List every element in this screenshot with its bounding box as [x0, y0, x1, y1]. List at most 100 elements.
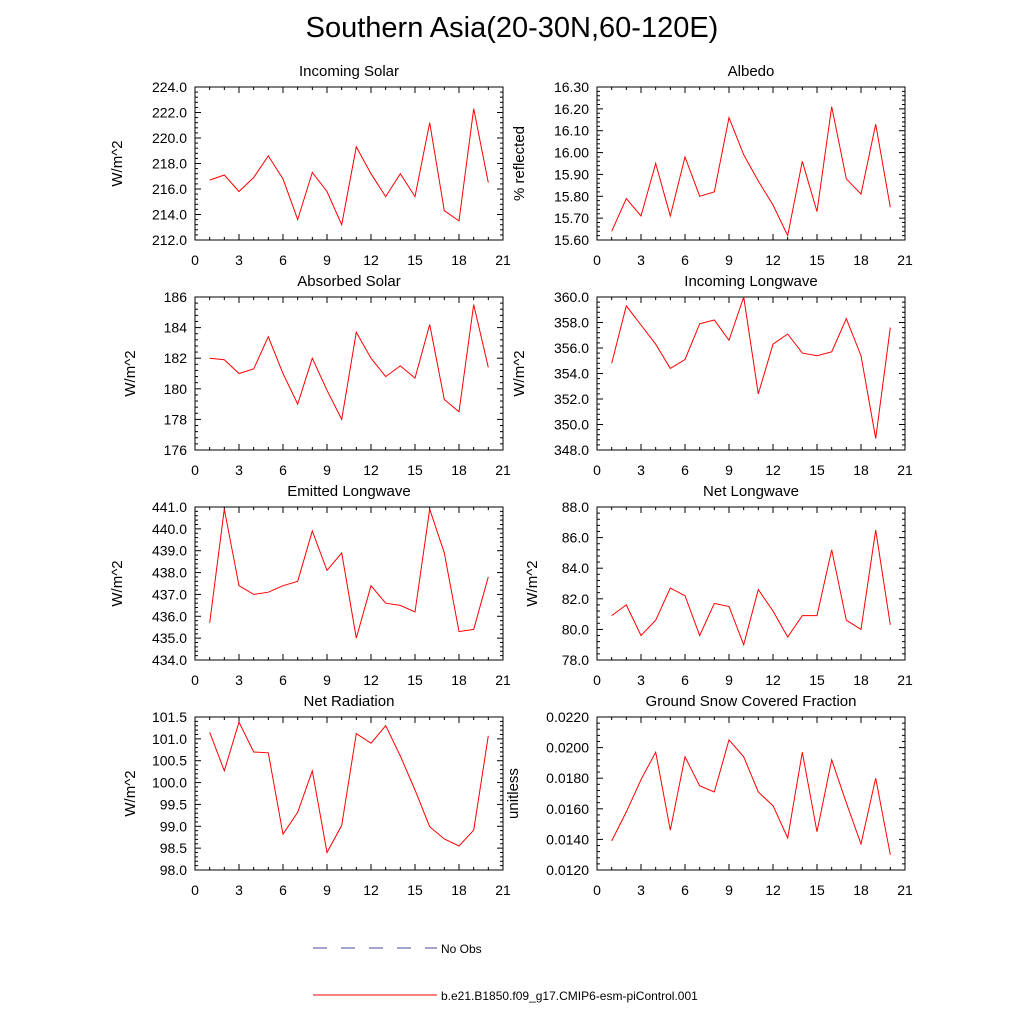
- y-tick-label: 438.0: [152, 565, 187, 581]
- y-tick-label: 88.0: [562, 499, 589, 515]
- x-tick-label: 9: [323, 462, 331, 478]
- x-tick-label: 12: [363, 882, 379, 898]
- chart-title: Net Radiation: [304, 693, 395, 710]
- y-tick-label: 440.0: [152, 521, 187, 537]
- chart-panel-3: Absorbed Solar 0 3 6 9 12 15 18 21 176 178 180 182 18…: [122, 273, 511, 478]
- y-tick-label: 176: [164, 442, 188, 458]
- x-tick-label: 18: [853, 252, 869, 268]
- y-axis-label: W/m^2: [122, 770, 139, 816]
- chart-panel-5: Emitted Longwave 0 3 6 9 12 15 18 21 434.0 435.0 43…: [109, 483, 511, 688]
- x-tick-label: 18: [853, 462, 869, 478]
- x-tick-label: 21: [495, 882, 511, 898]
- x-tick-label: 6: [681, 882, 689, 898]
- chart-panel-1: Incoming Solar 0 3 6 9 12 15 18 21 212.0 214.0 216.…: [109, 63, 511, 268]
- y-tick-label: 352.0: [554, 391, 589, 407]
- x-tick-label: 21: [495, 672, 511, 688]
- y-tick-label: 15.70: [554, 210, 589, 226]
- series-line: [209, 720, 489, 854]
- y-axis-label: W/m^2: [511, 350, 528, 396]
- x-tick-label: 18: [451, 252, 467, 268]
- x-tick-label: 0: [593, 462, 601, 478]
- y-tick-label: 434.0: [152, 652, 187, 668]
- x-tick-label: 9: [725, 462, 733, 478]
- y-tick-label: 98.5: [160, 840, 187, 856]
- y-tick-label: 212.0: [152, 232, 187, 248]
- chart-panel-6: Net Longwave 0 3 6 9 12 15 18 21 78.0 80.0 82.0 84.0…: [524, 483, 913, 688]
- page-title: Southern Asia(20-30N,60-120E): [305, 12, 719, 44]
- y-tick-label: 84.0: [562, 560, 589, 576]
- x-tick-label: 12: [765, 252, 781, 268]
- x-tick-label: 3: [637, 882, 645, 898]
- y-tick-label: 350.0: [554, 417, 589, 433]
- y-tick-label: 15.60: [554, 232, 589, 248]
- plot-frame: [596, 506, 906, 661]
- x-tick-label: 3: [235, 462, 243, 478]
- y-axis-label: % reflected: [511, 126, 528, 201]
- series-line: [209, 108, 489, 227]
- x-tick-label: 21: [495, 462, 511, 478]
- x-tick-label: 9: [725, 672, 733, 688]
- x-tick-label: 0: [593, 252, 601, 268]
- x-tick-label: 0: [191, 252, 199, 268]
- y-tick-label: 182: [164, 350, 188, 366]
- x-tick-label: 12: [363, 252, 379, 268]
- y-axis-label: unitless: [505, 768, 522, 819]
- chart-panel-2: Albedo 0 3 6 9 12 15 18 21 15.60 15.70 15.80 15.90 16…: [511, 63, 913, 268]
- y-tick-label: 436.0: [152, 608, 187, 624]
- x-tick-label: 21: [897, 672, 913, 688]
- y-tick-label: 348.0: [554, 442, 589, 458]
- series-line: [209, 509, 489, 639]
- x-tick-label: 18: [451, 672, 467, 688]
- x-tick-label: 9: [725, 882, 733, 898]
- y-tick-label: 99.5: [160, 796, 187, 812]
- y-axis-label: W/m^2: [109, 560, 126, 606]
- x-tick-label: 6: [279, 672, 287, 688]
- y-tick-label: 0.0220: [546, 709, 589, 725]
- y-tick-label: 439.0: [152, 543, 187, 559]
- x-tick-label: 9: [323, 882, 331, 898]
- plot-frame: [596, 296, 906, 451]
- x-tick-label: 21: [897, 462, 913, 478]
- chart-panel-4: Incoming Longwave 0 3 6 9 12 15 18 21 348.0 350.0 3…: [511, 273, 913, 478]
- y-tick-label: 0.0200: [546, 740, 589, 756]
- y-tick-label: 80.0: [562, 621, 589, 637]
- y-tick-label: 222.0: [152, 105, 187, 121]
- x-tick-label: 21: [897, 882, 913, 898]
- x-tick-label: 0: [593, 882, 601, 898]
- x-tick-label: 0: [191, 672, 199, 688]
- plot-frame: [596, 86, 906, 241]
- series-line: [611, 738, 891, 855]
- x-tick-label: 0: [191, 882, 199, 898]
- x-tick-label: 21: [495, 252, 511, 268]
- y-tick-label: 214.0: [152, 207, 187, 223]
- y-tick-label: 358.0: [554, 315, 589, 331]
- x-tick-label: 15: [809, 882, 825, 898]
- y-tick-label: 0.0180: [546, 770, 589, 786]
- y-tick-label: 101.0: [152, 731, 187, 747]
- x-tick-label: 15: [809, 252, 825, 268]
- chart-panel-8: Ground Snow Covered Fraction 0 3 6 9 12 15 18 21…: [505, 693, 913, 898]
- chart-title: Absorbed Solar: [297, 273, 400, 290]
- y-tick-label: 82.0: [562, 591, 589, 607]
- chart-title: Incoming Solar: [299, 63, 399, 80]
- y-axis-label: W/m^2: [524, 560, 541, 606]
- x-tick-label: 12: [765, 672, 781, 688]
- y-tick-label: 16.10: [554, 123, 589, 139]
- x-tick-label: 3: [235, 252, 243, 268]
- y-axis-label: W/m^2: [109, 140, 126, 186]
- x-tick-label: 3: [235, 672, 243, 688]
- chart-panel-7: Net Radiation 0 3 6 9 12 15 18 21 98.0 98.5 99.0 99.…: [122, 693, 511, 898]
- y-tick-label: 220.0: [152, 130, 187, 146]
- x-tick-label: 12: [765, 462, 781, 478]
- chart-title: Emitted Longwave: [287, 483, 410, 500]
- y-axis-label: W/m^2: [122, 350, 139, 396]
- y-tick-label: 98.0: [160, 862, 187, 878]
- y-tick-label: 216.0: [152, 181, 187, 197]
- series-line: [209, 304, 489, 421]
- x-tick-label: 6: [279, 462, 287, 478]
- x-tick-label: 18: [451, 882, 467, 898]
- chart-title: Albedo: [728, 63, 775, 80]
- y-tick-label: 356.0: [554, 340, 589, 356]
- plot-frame: [194, 716, 504, 871]
- x-tick-label: 3: [235, 882, 243, 898]
